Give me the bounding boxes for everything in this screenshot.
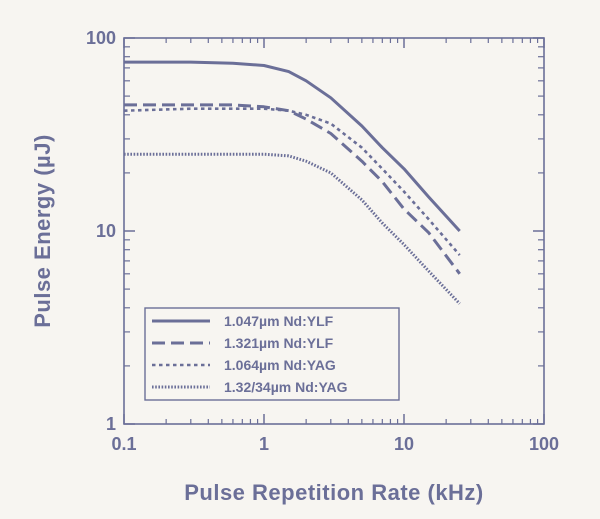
y-tick-label: 1	[106, 414, 116, 434]
legend-items: 1.047µm Nd:YLF 1.321µm Nd:YLF 1.064µm Nd:Y…	[152, 313, 348, 395]
x-tick-label: 0.1	[111, 434, 136, 454]
x-tick-label: 10	[394, 434, 414, 454]
x-axis-ticks: 0.1 1 10 100	[111, 38, 559, 454]
series-line-3	[123, 107, 461, 256]
legend: 1.047µm Nd:YLF 1.321µm Nd:YLF 1.064µm Nd:Y…	[144, 307, 400, 401]
y-tick-label: 100	[86, 28, 116, 48]
legend-label-1: 1.047µm Nd:YLF	[224, 313, 334, 329]
series-line-4	[124, 152, 461, 305]
x-tick-label: 100	[529, 434, 559, 454]
series-line-1	[124, 60, 461, 233]
legend-label-3: 1.064µm Nd:YAG	[224, 357, 336, 373]
y-axis-title: Pulse Energy (µJ)	[30, 134, 55, 328]
x-axis-title: Pulse Repetition Rate (kHz)	[184, 480, 484, 505]
legend-label-4: 1.32/34µm Nd:YAG	[224, 379, 348, 395]
x-tick-label: 1	[259, 434, 269, 454]
series-layer	[123, 60, 461, 305]
y-axis-ticks: 1 10 100	[86, 28, 544, 434]
y-tick-label: 10	[96, 221, 116, 241]
legend-box	[144, 307, 400, 401]
series-line-2	[124, 103, 461, 275]
legend-label-2: 1.321µm Nd:YLF	[224, 335, 334, 351]
